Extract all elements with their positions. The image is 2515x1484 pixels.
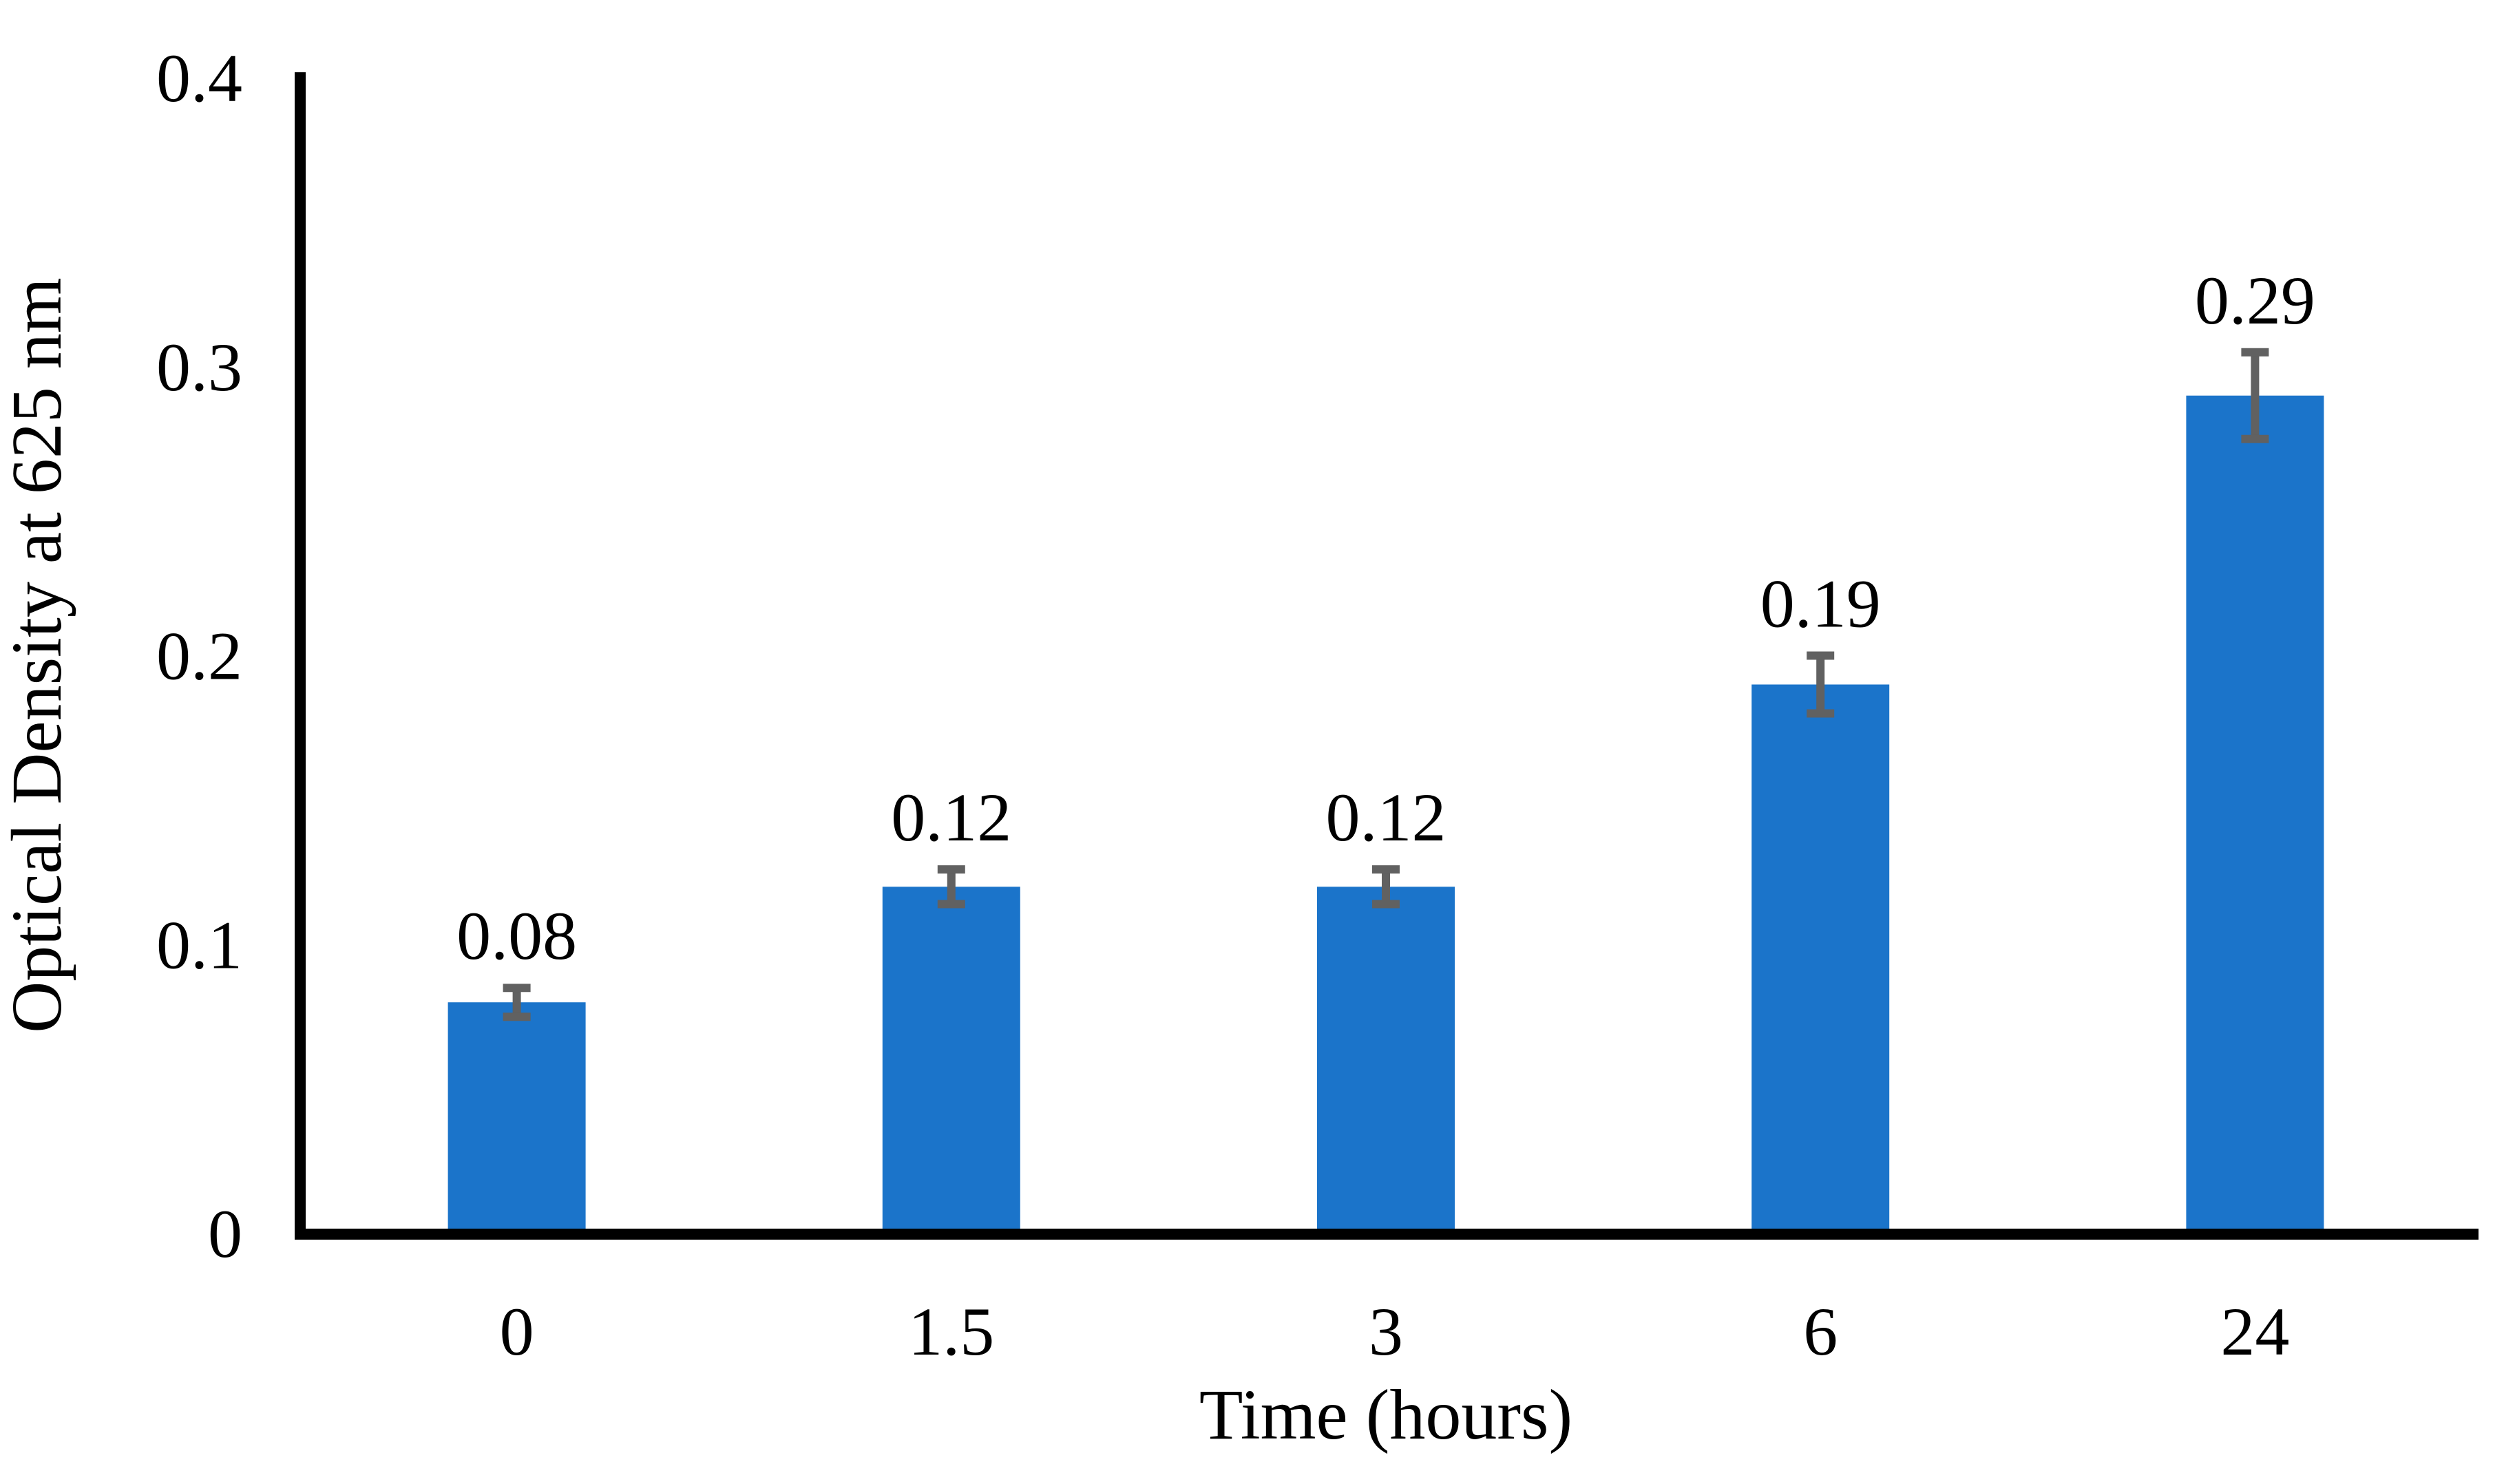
bar-24h xyxy=(2186,395,2324,1239)
x-tick-labels-group: 0 1.5 3 6 24 xyxy=(500,1293,2290,1370)
bar-6h xyxy=(1751,684,1890,1239)
y-tick-label: 0.4 xyxy=(156,40,242,116)
y-tick-label: 0.1 xyxy=(156,907,242,983)
x-tick-label: 3 xyxy=(1369,1293,1403,1370)
y-axis-line xyxy=(295,72,306,1240)
x-tick-label: 0 xyxy=(500,1293,534,1370)
x-tick-label: 6 xyxy=(1803,1293,1838,1370)
bars-group xyxy=(448,395,2324,1239)
value-label: 0.12 xyxy=(1326,779,1446,856)
x-tick-label: 1.5 xyxy=(908,1293,994,1370)
bar-0h xyxy=(448,1002,586,1239)
y-tick-label: 0.3 xyxy=(156,329,242,405)
y-tick-label: 0.2 xyxy=(156,618,242,695)
error-bars-group xyxy=(503,348,2269,1021)
value-label: 0.08 xyxy=(456,898,577,974)
value-label: 0.29 xyxy=(2195,262,2315,339)
bar-3h xyxy=(1317,887,1455,1239)
value-label: 0.12 xyxy=(891,779,1011,856)
bar-1.5h xyxy=(882,887,1020,1239)
y-tick-label: 0 xyxy=(208,1196,242,1272)
y-tick-labels-group: 0 0.1 0.2 0.3 0.4 xyxy=(156,40,242,1272)
y-axis-title: Optical Density at 625 nm xyxy=(0,277,76,1033)
x-axis-title: Time (hours) xyxy=(1199,1375,1572,1454)
x-axis-line xyxy=(295,1229,2479,1240)
value-label: 0.19 xyxy=(1760,566,1881,642)
x-tick-label: 24 xyxy=(2220,1293,2289,1370)
value-labels-group: 0.08 0.12 0.12 0.19 0.29 xyxy=(456,262,2315,974)
